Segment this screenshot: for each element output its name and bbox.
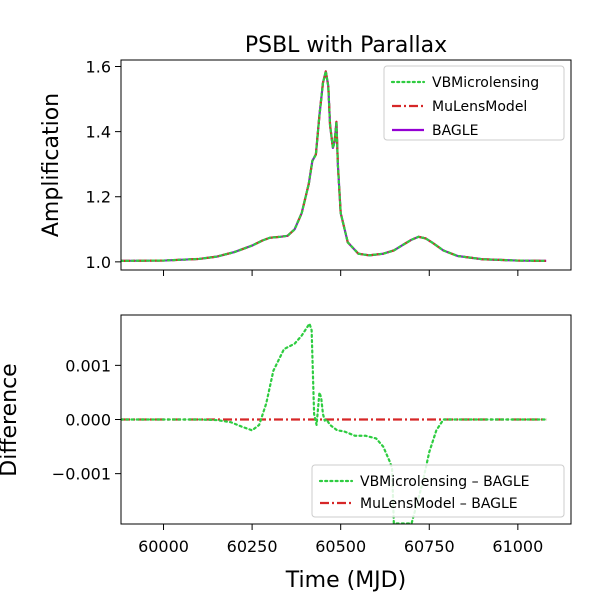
bottom-panel: Difference Time (MJD) −0.001 0.000 0.001 6… bbox=[0, 314, 572, 593]
legend-box bbox=[311, 464, 565, 518]
bottom-plot-frame bbox=[120, 314, 572, 525]
x-tick-label: 60750 bbox=[404, 537, 455, 556]
bottom-x-axis-label: Time (MJD) bbox=[285, 568, 406, 593]
y-tick-label: 1.0 bbox=[86, 253, 111, 272]
legend-label: MuLensModel bbox=[432, 99, 527, 115]
legend-label: BAGLE bbox=[432, 123, 478, 139]
x-tick-label: 60250 bbox=[227, 537, 278, 556]
top-plot-frame bbox=[120, 59, 572, 271]
y-tick-label: 0.000 bbox=[65, 411, 111, 430]
x-tick-label: 61000 bbox=[492, 537, 543, 556]
bottom-series-lines bbox=[121, 322, 548, 524]
x-tick-label: 60000 bbox=[138, 537, 189, 556]
top-series-lines bbox=[121, 70, 548, 262]
y-tick-label: 0.001 bbox=[65, 356, 111, 375]
legend-label: VBMicrolensing bbox=[432, 75, 539, 91]
top-panel: PSBL with Parallax Amplification 1.01.21… bbox=[39, 33, 572, 276]
bottom-legend: VBMicrolensing – BAGLE MuLensModel – BAGL… bbox=[311, 464, 565, 518]
top-y-ticks: 1.0 1.2 1.4 1.6 bbox=[86, 58, 121, 272]
top-x-ticks bbox=[163, 270, 519, 276]
legend-label: VBMicrolensing – BAGLE bbox=[360, 474, 530, 490]
bottom-x-ticks: 60000 60250 60500 60750 61000 bbox=[138, 524, 543, 556]
legend-label: MuLensModel – BAGLE bbox=[360, 496, 518, 512]
y-tick-label: 1.6 bbox=[86, 58, 111, 77]
x-tick-label: 60500 bbox=[315, 537, 366, 556]
top-chart-title: PSBL with Parallax bbox=[245, 33, 447, 58]
bottom-y-axis-label: Difference bbox=[0, 363, 22, 476]
top-legend: VBMicrolensing MuLensModel BAGLE bbox=[383, 65, 565, 141]
legend-box bbox=[383, 65, 565, 141]
bottom-y-ticks: −0.001 0.000 0.001 bbox=[52, 356, 121, 484]
series-line-1 bbox=[121, 322, 548, 524]
series-line-1 bbox=[121, 70, 548, 262]
y-tick-label: 1.4 bbox=[86, 123, 111, 142]
y-tick-label: 1.2 bbox=[86, 188, 111, 207]
top-y-axis-label: Amplification bbox=[39, 93, 64, 237]
y-tick-label: −0.001 bbox=[52, 465, 111, 484]
